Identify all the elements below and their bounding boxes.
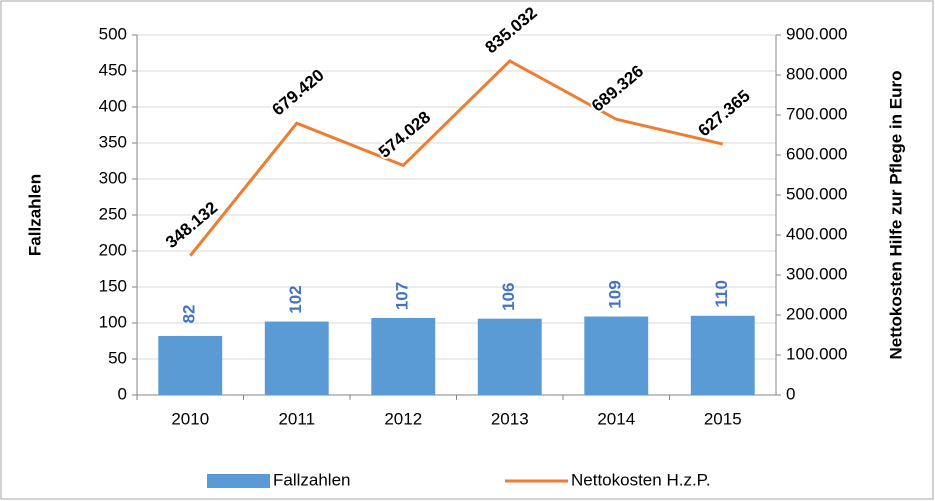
y2-tick-label: 500.000 — [786, 184, 847, 203]
legend-swatch — [207, 474, 270, 488]
bar-value-label: 102 — [286, 285, 305, 313]
bar-value-label: 82 — [180, 304, 199, 323]
bar-value-label: 110 — [712, 280, 731, 307]
bar — [584, 316, 649, 395]
bar — [264, 321, 329, 395]
bar — [690, 315, 755, 395]
y-tick-label: 250 — [99, 204, 127, 223]
y2-tick-label: 200.000 — [786, 304, 847, 323]
x-tick-label: 2011 — [278, 409, 315, 428]
y-tick-label: 400 — [99, 96, 127, 115]
bar-value-label: 106 — [499, 282, 518, 310]
y-tick-label: 350 — [99, 132, 127, 151]
y2-tick-label: 800.000 — [786, 64, 847, 83]
legend-label: Nettokosten H.z.P. — [571, 470, 711, 489]
y2-tick-label: 100.000 — [786, 344, 847, 363]
bar — [371, 317, 436, 395]
y2-tick-label: 900.000 — [786, 24, 847, 43]
y2-tick-label: 600.000 — [786, 144, 847, 163]
bar-value-label: 109 — [606, 280, 625, 308]
x-tick-label: 2013 — [491, 409, 529, 428]
y-tick-label: 0 — [118, 384, 127, 403]
y-tick-label: 300 — [99, 168, 127, 187]
legend-label: Fallzahlen — [273, 470, 351, 489]
x-tick-label: 2014 — [597, 409, 635, 428]
y2-tick-label: 300.000 — [786, 264, 847, 283]
y2-tick-label: 700.000 — [786, 104, 847, 123]
y-axis-title: Fallzahlen — [25, 174, 44, 256]
x-tick-label: 2010 — [171, 409, 209, 428]
bar — [477, 318, 542, 395]
y-tick-label: 500 — [99, 24, 127, 43]
bar-value-label: 107 — [393, 282, 412, 310]
bar — [158, 335, 223, 395]
y2-tick-label: 400.000 — [786, 224, 847, 243]
line — [189, 59, 724, 257]
x-tick-label: 2015 — [704, 409, 742, 428]
y-tick-label: 200 — [99, 240, 127, 259]
y2-tick-label: 0 — [786, 384, 795, 403]
y-tick-label: 450 — [99, 60, 127, 79]
y2-axis-title: Nettokosten Hilfe zur Pflege in Euro — [886, 70, 905, 359]
y-tick-label: 100 — [99, 312, 127, 331]
x-tick-label: 2012 — [384, 409, 422, 428]
y-tick-label: 50 — [108, 348, 127, 367]
y-tick-label: 150 — [99, 276, 127, 295]
